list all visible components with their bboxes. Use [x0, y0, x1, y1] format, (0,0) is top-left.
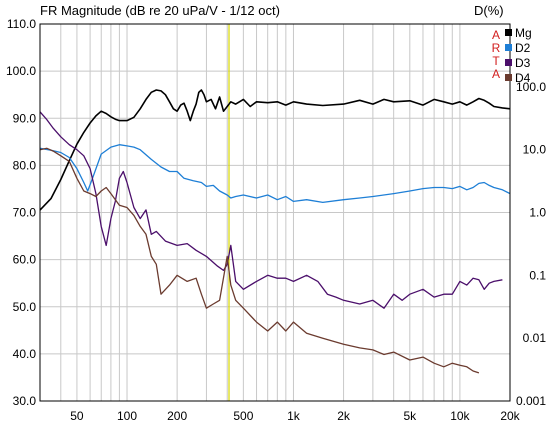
x-tick-label: 100	[117, 409, 137, 423]
legend-label-d3: D3	[515, 56, 531, 70]
y-axis-ticks: 30.0 40.0 50.0 60.0 70.0 80.0 90.0 100.0 110.0	[6, 17, 36, 408]
right-axis-title: D(%)	[474, 3, 504, 18]
y-tick-label: 60.0	[13, 253, 37, 267]
watermark-letter: A	[492, 67, 500, 81]
x-tick-label: 10k	[450, 409, 470, 423]
chart-title: FR Magnitude (dB re 20 uPa/V - 1/12 oct)	[40, 3, 280, 18]
y-right-tick-label: 0.01	[523, 331, 547, 345]
y-right-axis-ticks: 0.001 0.01 0.1 1.0 10.0 100.0	[516, 80, 546, 408]
x-tick-label: 200	[167, 409, 187, 423]
x-axis-ticks: 50 100 200 500 1k 2k 5k 10k 20k	[70, 409, 520, 423]
y-tick-label: 50.0	[13, 300, 37, 314]
y-right-tick-label: 100.0	[516, 80, 546, 94]
y-tick-label: 100.0	[6, 64, 36, 78]
x-tick-label: 5k	[403, 409, 417, 423]
legend-label-d2: D2	[515, 41, 531, 55]
series-line-d4	[39, 147, 480, 374]
watermark-letter: T	[492, 54, 500, 68]
y-tick-label: 70.0	[13, 206, 37, 220]
legend-swatch-d4	[505, 74, 512, 81]
x-tick-label: 500	[233, 409, 253, 423]
series-line-d3	[39, 111, 503, 309]
y-right-tick-label: 10.0	[523, 143, 547, 157]
plot-frame	[39, 23, 511, 402]
series-line-mg	[39, 89, 511, 211]
x-tick-label: 50	[70, 409, 84, 423]
y-tick-label: 30.0	[13, 394, 37, 408]
y-right-tick-label: 0.1	[529, 268, 546, 282]
x-tick-label: 2k	[337, 409, 351, 423]
x-tick-label: 20k	[500, 409, 520, 423]
x-tick-label: 1k	[287, 409, 301, 423]
legend-swatch-d2	[505, 44, 512, 51]
legend-label-mg: Mg	[515, 26, 532, 40]
grid	[40, 23, 510, 402]
series-group	[39, 89, 511, 374]
watermark-letter: A	[492, 28, 500, 42]
legend-swatch-d3	[505, 59, 512, 66]
y-tick-label: 90.0	[13, 111, 37, 125]
series-line-d2	[39, 144, 511, 204]
legend-label-d4: D4	[515, 71, 531, 85]
legend-swatch-mg	[505, 29, 512, 36]
y-tick-label: 40.0	[13, 347, 37, 361]
watermark-letter: R	[492, 41, 501, 55]
y-tick-label: 80.0	[13, 158, 37, 172]
y-right-tick-label: 1.0	[529, 206, 546, 220]
y-right-tick-label: 0.001	[516, 394, 546, 408]
y-tick-label: 110.0	[7, 17, 36, 31]
